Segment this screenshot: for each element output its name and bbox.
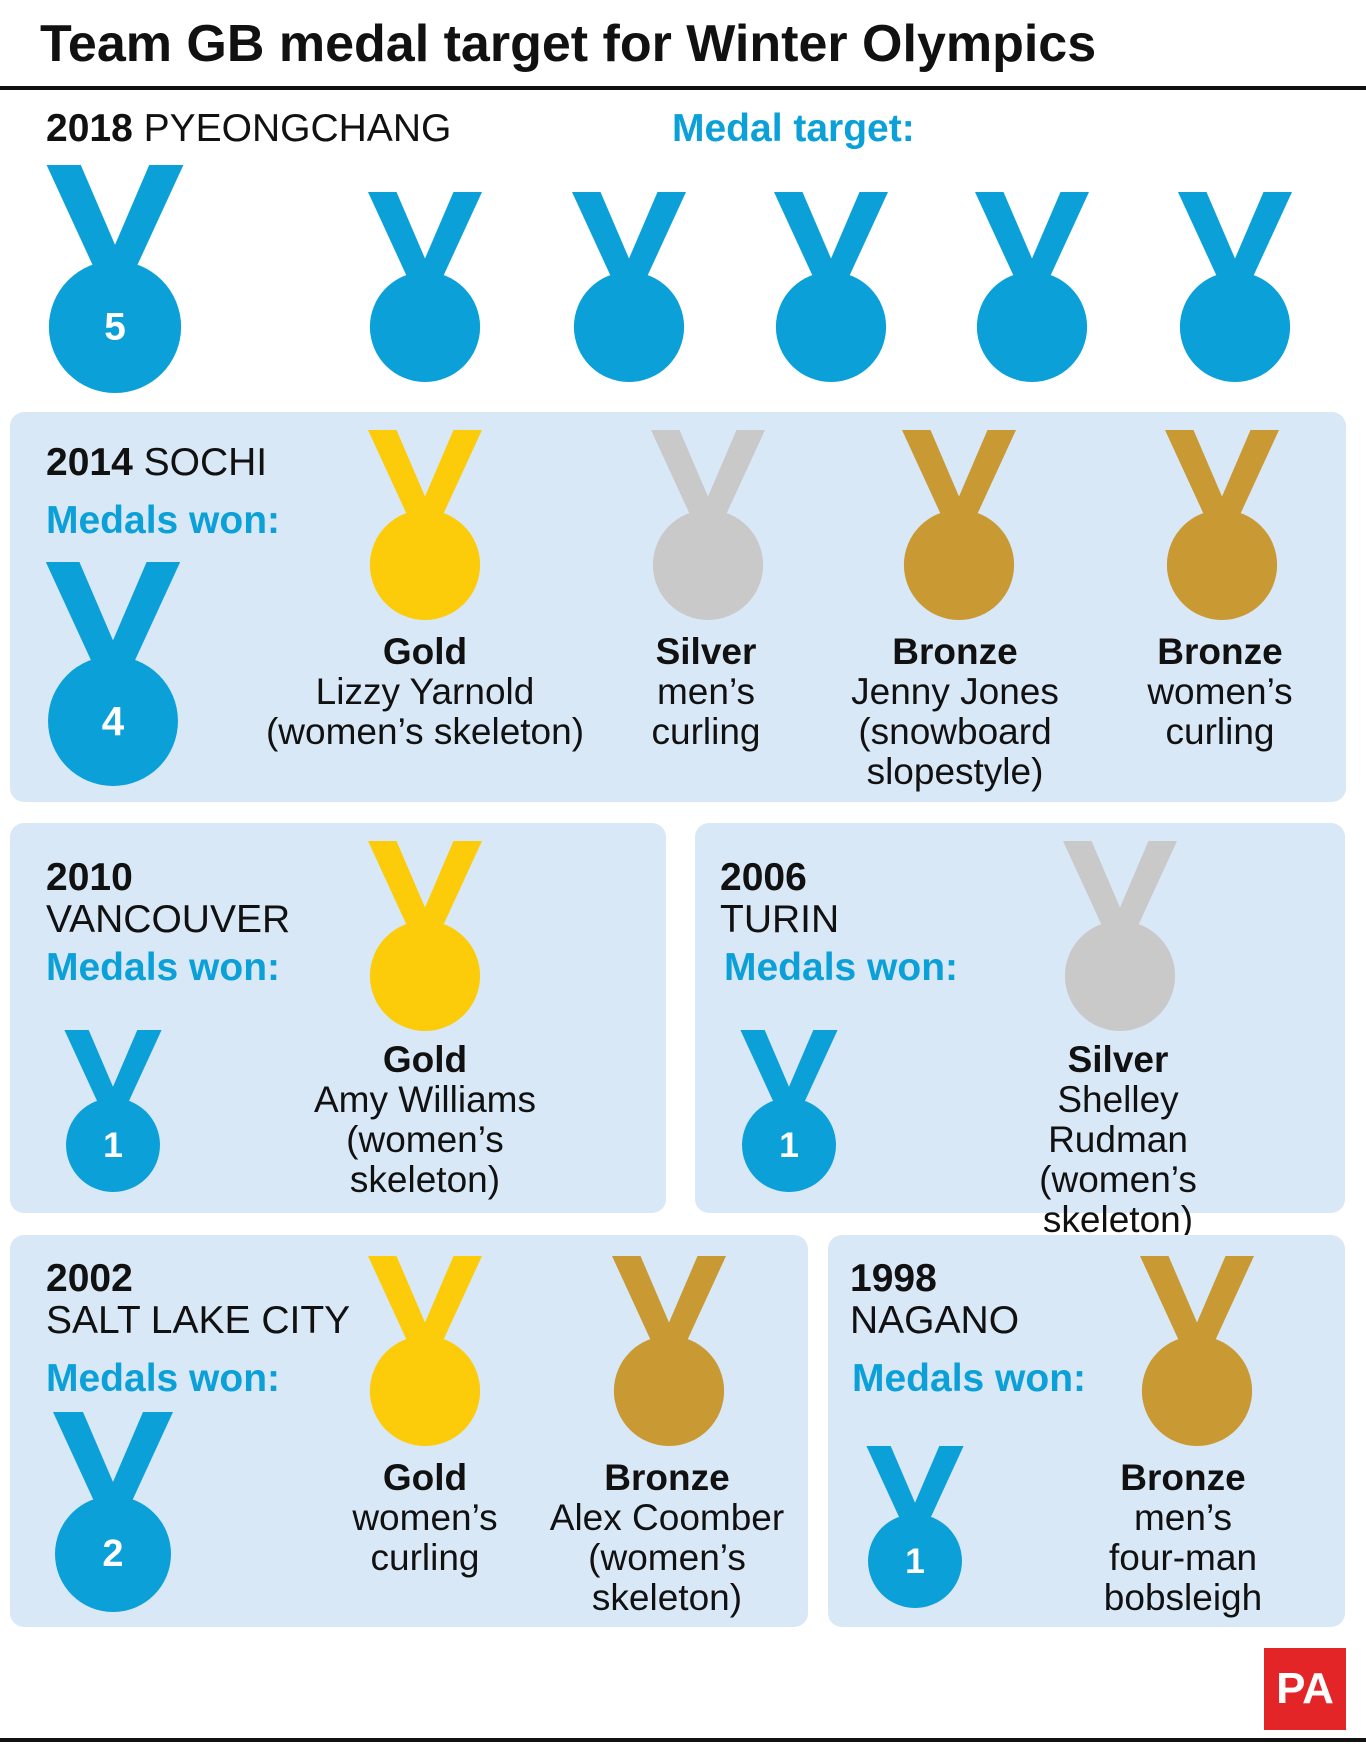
target-year: 2018: [46, 107, 133, 150]
vancouver-place: VANCOUVER: [46, 898, 291, 941]
target-medal-icon: [1178, 192, 1292, 382]
vancouver-medal-caption: Gold Amy Williams (women’s skeleton): [314, 1039, 536, 1200]
turin-place: TURIN: [720, 898, 840, 941]
target-place: PYEONGCHANG: [143, 107, 452, 150]
silver-medal-icon: [651, 430, 765, 620]
sochi-count-medal-icon: 4: [40, 562, 186, 786]
bronze-medal-icon: [612, 1256, 726, 1446]
target-medal-icon: [975, 192, 1089, 382]
vancouver-count-medal-icon: 1: [64, 1030, 162, 1192]
saltlake-count-medal-icon: 2: [52, 1412, 174, 1612]
saltlake-place: SALT LAKE CITY: [46, 1299, 351, 1342]
pa-logo: PA: [1264, 1648, 1346, 1730]
saltlake-label: Medals won:: [46, 1357, 281, 1400]
bottom-rule: [0, 1738, 1366, 1742]
gold-medal-icon: [368, 430, 482, 620]
target-count-medal-icon: 5: [20, 165, 210, 393]
saltlake-count: 2: [102, 1533, 123, 1575]
target-medal-icon: [572, 192, 686, 382]
gold-medal-icon: [368, 841, 482, 1031]
turin-label: Medals won:: [724, 946, 959, 989]
turin-count-medal-icon: 1: [740, 1030, 838, 1192]
saltlake-year: 2002: [46, 1257, 133, 1300]
target-medal-icon: [774, 192, 888, 382]
saltlake-medal-caption: Bronze Alex Coomber (women’s skeleton): [549, 1457, 785, 1618]
nagano-place: NAGANO: [850, 1299, 1020, 1342]
nagano-count-medal-icon: 1: [866, 1446, 964, 1608]
sochi-label: Medals won:: [46, 499, 281, 542]
target-count: 5: [104, 305, 126, 348]
sochi-medal-caption: Silver men’s curling: [651, 631, 761, 752]
bronze-medal-icon: [902, 430, 1016, 620]
sochi-count: 4: [102, 698, 125, 744]
nagano-medal-caption: Bronze men’s four-man bobsleigh: [1103, 1457, 1263, 1618]
sochi-year: 2014: [46, 441, 133, 484]
turin-count: 1: [779, 1125, 799, 1165]
turin-medal-caption: Silver Shelley Rudman (women’s skeleton): [1039, 1039, 1197, 1240]
turin-heading: 2006 TURIN: [720, 857, 839, 941]
silver-medal-icon: [1063, 841, 1177, 1031]
saltlake-heading: 2002 SALT LAKE CITY: [46, 1258, 350, 1342]
nagano-year: 1998: [850, 1257, 937, 1300]
sochi-medal-caption: Gold Lizzy Yarnold (women’s skeleton): [265, 631, 585, 752]
vancouver-year: 2010: [46, 856, 133, 899]
bronze-medal-icon: [1165, 430, 1279, 620]
top-rule: [0, 86, 1366, 90]
sochi-medal-caption: Bronze women’s curling: [1147, 631, 1293, 752]
vancouver-count: 1: [103, 1125, 123, 1165]
turin-year: 2006: [720, 856, 807, 899]
bronze-medal-icon: [1140, 1256, 1254, 1446]
target-heading: 2018 PYEONGCHANG: [46, 108, 451, 150]
nagano-count: 1: [905, 1541, 925, 1581]
vancouver-label: Medals won:: [46, 946, 281, 989]
page-title: Team GB medal target for Winter Olympics: [40, 15, 1097, 73]
nagano-label: Medals won:: [852, 1357, 1087, 1400]
sochi-heading: 2014 SOCHI: [46, 442, 267, 484]
sochi-place: SOCHI: [143, 441, 268, 484]
gold-medal-icon: [368, 1256, 482, 1446]
target-label: Medal target:: [672, 107, 915, 150]
vancouver-heading: 2010 VANCOUVER: [46, 857, 290, 941]
saltlake-medal-caption: Gold women’s curling: [352, 1457, 498, 1578]
nagano-heading: 1998 NAGANO: [850, 1258, 1019, 1342]
sochi-medal-caption: Bronze Jenny Jones (snowboard slopestyle): [851, 631, 1059, 792]
target-medal-icon: [368, 192, 482, 382]
